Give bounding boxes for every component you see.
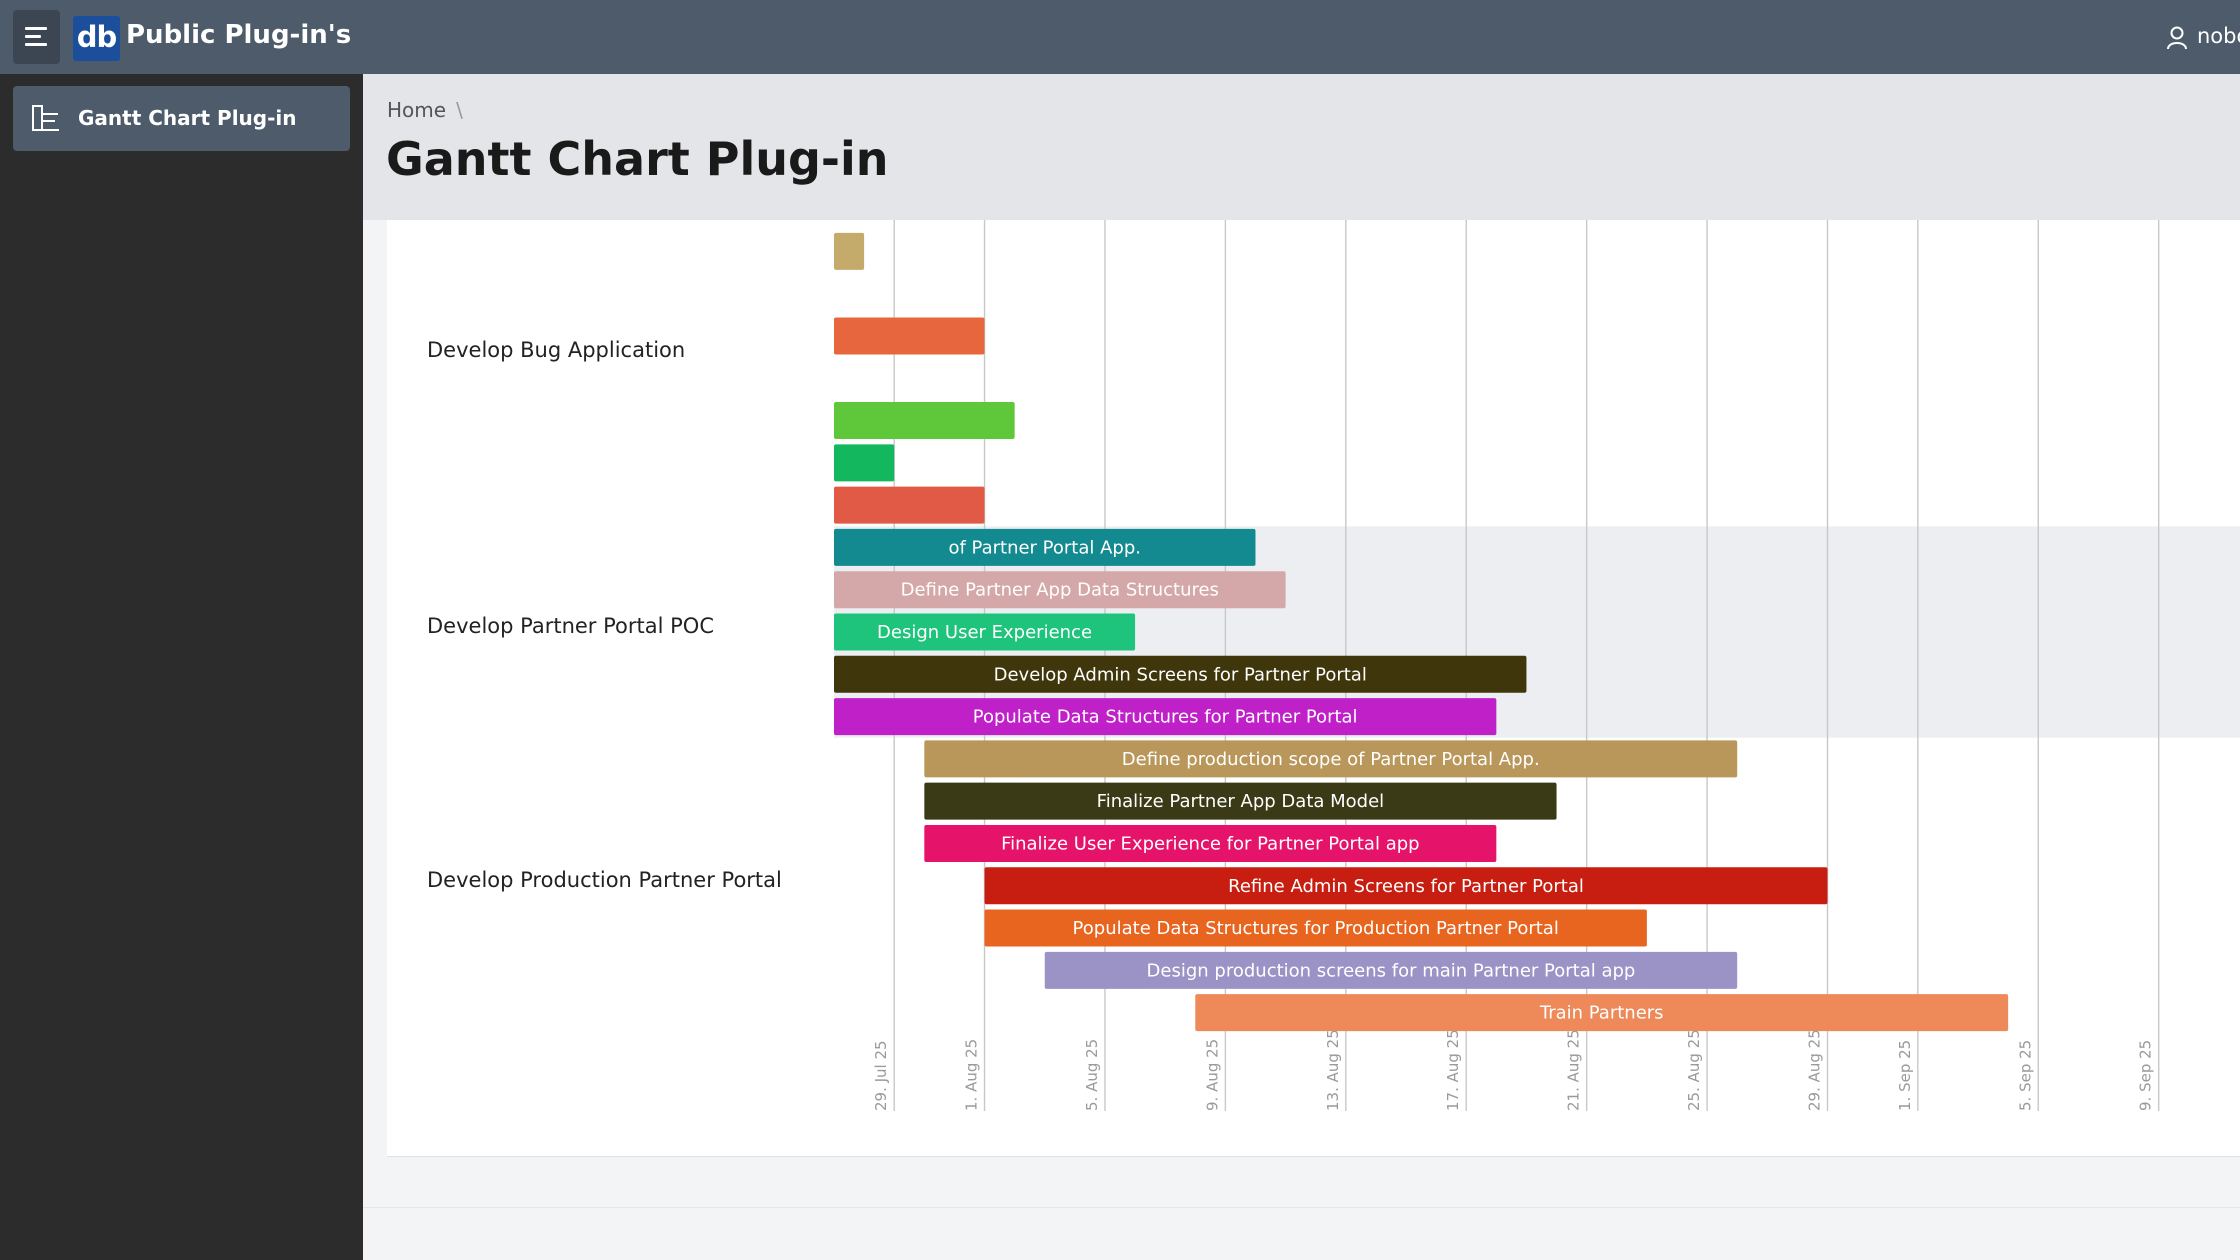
- task-label: Populate Data Structures for Partner Por…: [973, 707, 1358, 728]
- x-tick-label: 21. Aug 25: [1565, 1029, 1583, 1111]
- task-label: Populate Data Structures for Production …: [1073, 918, 1559, 939]
- app-title[interactable]: Public Plug-in's: [126, 20, 352, 50]
- task-bar: [834, 444, 895, 482]
- x-tick-label: 5. Aug 25: [1083, 1039, 1101, 1111]
- task-bar: [834, 655, 1527, 693]
- x-tick-label: 5. Sep 25: [2016, 1040, 2034, 1111]
- task-label: of Partner Portal App.: [948, 537, 1141, 558]
- x-tick-label: 29. Aug 25: [1806, 1029, 1824, 1111]
- task-bar: [834, 486, 985, 524]
- task-bar: [1195, 994, 2009, 1032]
- x-tick-label: 1. Sep 25: [1896, 1040, 1914, 1111]
- x-tick-label: 25. Aug 25: [1685, 1029, 1703, 1111]
- menu-button[interactable]: [13, 10, 60, 64]
- x-tick-label: 9. Sep 25: [2137, 1040, 2155, 1111]
- task-label: Define Partner App Data Structures: [901, 580, 1219, 601]
- user-name[interactable]: nobo: [2197, 24, 2240, 48]
- gantt-chart: 29. Jul 25 1. Aug 25 5. Aug 25 9. Aug 25 13.…: [427, 220, 2240, 1111]
- task-label: Finalize User Experience for Partner Por…: [1001, 833, 1420, 854]
- nav-label[interactable]: Gantt Chart Plug-in: [78, 106, 297, 130]
- task-bar: [834, 232, 865, 270]
- task-bar: [984, 867, 1828, 905]
- task-label: Design production screens for main Partn…: [1147, 960, 1636, 981]
- header: db Public Plug-in's nobo: [0, 0, 2240, 74]
- sidebar: Gantt Chart Plug-in: [0, 74, 363, 1260]
- task-bar: [834, 528, 1256, 566]
- chart-card: 29. Jul 25 1. Aug 25 5. Aug 25 9. Aug 25 13.…: [387, 220, 2240, 1157]
- task-bar: [834, 613, 1136, 651]
- title-region: Home \ Gantt Chart Plug-in: [363, 74, 2240, 220]
- task-bar: [834, 402, 1015, 440]
- task-label: Design User Experience: [877, 622, 1092, 643]
- footer-divider: [363, 1207, 2240, 1208]
- task-bar: [834, 317, 985, 355]
- x-tick-label: 1. Aug 25: [963, 1039, 981, 1111]
- x-tick-label: 17. Aug 25: [1444, 1029, 1462, 1111]
- task-bar: [834, 698, 1497, 736]
- breadcrumb: Home \: [387, 98, 463, 122]
- task-bar: [924, 782, 1557, 820]
- task-label: Define production scope of Partner Porta…: [1122, 749, 1540, 770]
- logo[interactable]: db: [73, 16, 120, 61]
- task-bar: [834, 571, 1286, 609]
- x-tick-label: 13. Aug 25: [1324, 1029, 1342, 1111]
- breadcrumb-separator: \: [456, 98, 463, 122]
- task-label: Develop Admin Screens for Partner Portal: [994, 664, 1367, 685]
- task-bar: [924, 740, 1738, 778]
- x-tick-label: 9. Aug 25: [1203, 1039, 1221, 1111]
- task-bar: [924, 824, 1497, 862]
- task-label: Finalize Partner App Data Model: [1097, 791, 1385, 812]
- user-icon[interactable]: [2166, 26, 2188, 50]
- task-label: Refine Admin Screens for Partner Portal: [1228, 876, 1584, 897]
- group-label: Develop Bug Application: [427, 338, 685, 362]
- x-tick-label: 29. Jul 25: [872, 1040, 890, 1111]
- breadcrumb-link[interactable]: Home: [387, 98, 447, 122]
- group-label: Develop Production Partner Portal: [427, 868, 782, 892]
- nav-icon: [32, 105, 59, 131]
- task-bar: [984, 909, 1647, 947]
- task-label: Train Partners: [1539, 1003, 1664, 1024]
- nav-item[interactable]: Gantt Chart Plug-in: [13, 86, 350, 151]
- task-bar: [1044, 951, 1738, 989]
- group-label: Develop Partner Portal POC: [427, 614, 714, 638]
- page-title: Gantt Chart Plug-in: [386, 132, 889, 186]
